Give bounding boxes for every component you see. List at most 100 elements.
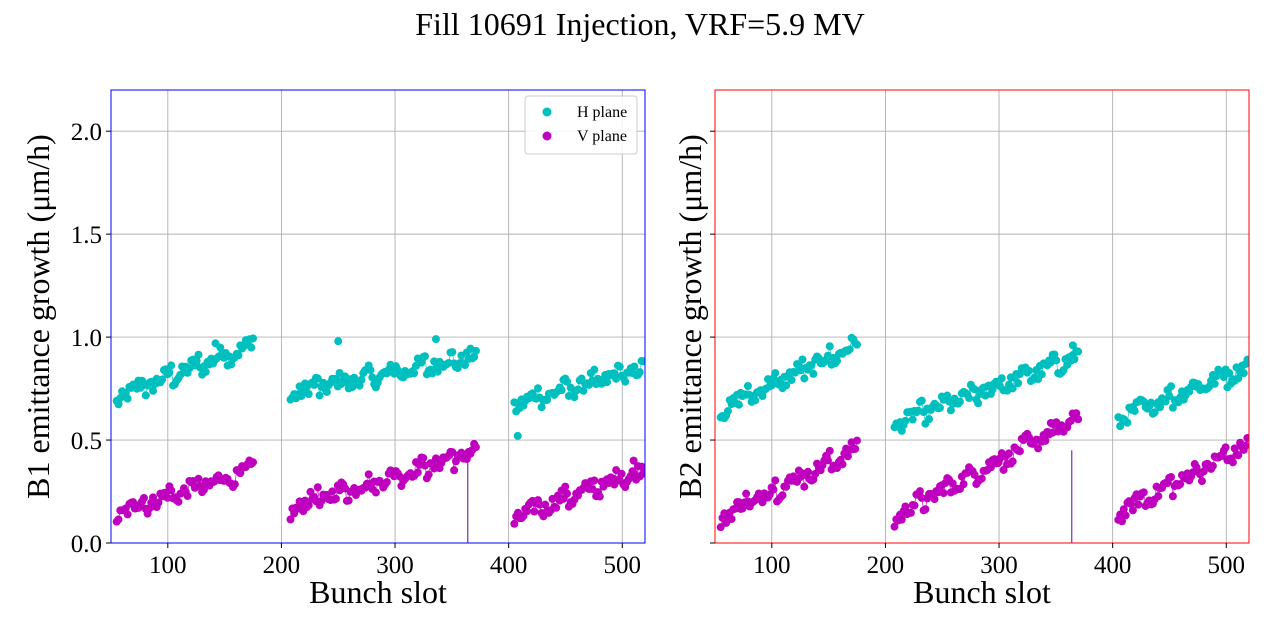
h-plane-point	[368, 373, 377, 382]
v-plane-point	[639, 469, 645, 478]
h-plane-point	[1165, 392, 1174, 401]
v-plane-point	[629, 456, 638, 465]
v-plane-point	[977, 474, 986, 483]
v-plane-point	[1241, 441, 1249, 450]
v-plane-point	[304, 501, 313, 510]
v-plane-point	[424, 470, 433, 479]
h-plane-point	[1156, 403, 1165, 412]
h-plane-point	[366, 366, 375, 375]
v-plane-point	[778, 491, 787, 500]
h-plane-point	[1116, 422, 1125, 431]
v-plane-point	[123, 510, 132, 519]
h-plane-point	[635, 368, 644, 377]
v-plane-point	[230, 480, 239, 489]
v-plane-point	[154, 498, 163, 507]
h-plane-point	[1070, 355, 1079, 364]
h-plane-point	[965, 394, 974, 403]
v-plane-point	[1221, 443, 1230, 452]
h-plane-point	[946, 406, 955, 415]
h-plane-point	[304, 390, 313, 399]
v-plane-point	[823, 456, 832, 465]
v-plane-point	[541, 500, 550, 509]
h-plane-point	[123, 394, 132, 403]
h-plane-point	[800, 374, 809, 383]
x-tick-label: 400	[1094, 552, 1132, 579]
h-plane-point	[590, 365, 599, 374]
v-plane-point	[617, 469, 626, 478]
v-plane-point	[930, 495, 939, 504]
h-plane-point	[1008, 384, 1017, 393]
h-plane-point	[825, 342, 834, 351]
v-plane-point	[1005, 449, 1014, 458]
h-plane-point	[1168, 403, 1177, 412]
h-plane-point	[621, 377, 630, 386]
legend-label: H plane	[577, 104, 627, 121]
v-plane-point	[561, 482, 570, 491]
data-layer	[716, 333, 1249, 543]
v-plane-point	[563, 489, 572, 498]
v-plane-point	[364, 470, 373, 479]
v-plane-point	[915, 487, 924, 496]
h-plane-point	[234, 351, 243, 360]
h-plane-point	[331, 374, 340, 383]
v-plane-point	[471, 443, 480, 452]
h-plane-point	[639, 357, 645, 366]
h-plane-point	[334, 337, 343, 346]
h-plane-point	[194, 350, 203, 359]
h-plane-point	[1074, 347, 1083, 356]
h-plane-point	[114, 400, 123, 409]
h-plane-point	[1150, 408, 1159, 417]
v-plane-point	[851, 444, 860, 453]
v-plane-point	[1015, 447, 1024, 456]
x-tick-label: 200	[867, 552, 905, 579]
h-plane-point	[141, 391, 150, 400]
v-plane-point	[1234, 451, 1243, 460]
x-tick-label: 400	[490, 552, 528, 579]
legend: H plane V plane	[524, 95, 638, 155]
v-plane-point	[1008, 457, 1017, 466]
v-plane-point	[906, 508, 915, 517]
v-plane-point	[1208, 461, 1217, 470]
y-tick-label: 0.0	[71, 531, 102, 558]
v-plane-point	[910, 501, 919, 510]
h-plane-point	[1225, 369, 1234, 378]
h-plane-point	[901, 416, 910, 425]
v-plane-point	[1134, 500, 1143, 509]
plot-frame	[714, 89, 1250, 544]
h-plane-point	[1025, 366, 1034, 375]
h-plane-point	[974, 399, 983, 408]
v-plane-point	[825, 446, 834, 455]
x-tick-label: 100	[753, 552, 791, 579]
h-plane-point	[448, 348, 457, 357]
v-plane-point	[1119, 505, 1128, 514]
v-plane-point	[436, 456, 445, 465]
v-plane-point	[1154, 492, 1163, 501]
h-plane-point	[315, 391, 324, 400]
v-plane-point	[1243, 433, 1249, 442]
v-plane-point	[523, 507, 532, 516]
v-plane-point	[183, 492, 192, 501]
x-tick-label: 300	[376, 552, 414, 579]
v-plane-point	[1199, 467, 1208, 476]
h-plane-point	[313, 374, 322, 383]
v-plane-point	[194, 474, 203, 483]
v-plane-point	[413, 468, 422, 477]
v-plane-point	[800, 482, 809, 491]
h-plane-point	[167, 361, 176, 370]
h-plane-point	[845, 345, 854, 354]
v-plane-point	[199, 485, 208, 494]
v-plane-point	[1034, 444, 1043, 453]
v-plane-point	[344, 496, 353, 505]
v-plane-point	[510, 519, 519, 528]
v-plane-point	[1167, 473, 1176, 482]
v-plane-point	[595, 492, 604, 501]
v-plane-point	[727, 515, 736, 524]
h-plane-point	[809, 369, 818, 378]
v-plane-point	[1230, 444, 1239, 453]
h-plane-point	[1068, 341, 1077, 350]
v-plane-point	[803, 467, 812, 476]
h-plane-point	[1167, 382, 1176, 391]
v-plane-point	[1041, 436, 1050, 445]
v-plane-point	[530, 507, 539, 516]
h-plane-point	[603, 378, 612, 387]
